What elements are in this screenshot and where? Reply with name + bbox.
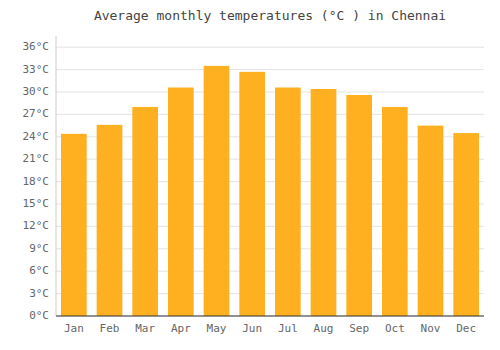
- x-tick-label: Feb: [100, 322, 120, 335]
- x-tick-label: Mar: [135, 322, 155, 335]
- x-tick-label: Jul: [278, 322, 298, 335]
- x-tick-label: Oct: [385, 322, 405, 335]
- y-tick-label: 30°C: [23, 85, 50, 98]
- bar: [453, 133, 479, 316]
- grid-line: [56, 47, 484, 48]
- title: Average monthly temperatures (°C ) in Ch…: [94, 8, 446, 23]
- x-tick-label: May: [207, 322, 227, 335]
- x-tick-label: Nov: [421, 322, 441, 335]
- bars: [61, 66, 479, 316]
- x-axis: Jan Feb Mar Apr May Jun Jul Aug Sep Oct Nov Dec: [56, 316, 484, 335]
- grid-line: [56, 92, 484, 93]
- y-tick-label: 21°C: [23, 152, 50, 165]
- bar: [346, 95, 372, 316]
- x-axis-line: [56, 315, 484, 316]
- bar: [311, 89, 337, 316]
- bar: [97, 125, 123, 316]
- bar: [204, 66, 230, 316]
- bar: [168, 88, 194, 316]
- y-tick-label: 18°C: [23, 175, 50, 188]
- y-tick-label: 3°C: [29, 287, 49, 300]
- y-tick-label: 24°C: [23, 130, 50, 143]
- bar: [382, 107, 408, 316]
- bar: [418, 126, 444, 316]
- y-tick-label: 15°C: [23, 197, 50, 210]
- y-axis: 0°C 3°C 6°C 9°C 12°C 15°C 18°C 21°C 24°C 27°C 30°C…: [23, 40, 50, 322]
- x-tick-label: Jun: [242, 322, 262, 335]
- y-tick-label: 0°C: [29, 309, 49, 322]
- grid-line: [56, 69, 484, 70]
- grid-line: [56, 114, 484, 115]
- y-tick-label: 12°C: [23, 219, 50, 232]
- page: {"chart_data": {"type": "bar", "title": …: [0, 0, 500, 350]
- x-tick-label: Dec: [456, 322, 476, 335]
- bar: [132, 107, 158, 316]
- x-tick-label: Jan: [64, 322, 84, 335]
- bar: [275, 88, 301, 316]
- y-tick-label: 33°C: [23, 63, 50, 76]
- grid-line: [56, 316, 484, 317]
- x-tick-label: Aug: [314, 322, 334, 335]
- bar: [239, 72, 265, 316]
- bar: [61, 134, 87, 316]
- y-tick-label: 27°C: [23, 107, 50, 120]
- y-axis-line: [56, 36, 57, 316]
- y-tick-label: 36°C: [23, 40, 50, 53]
- y-tick-label: 6°C: [29, 264, 49, 277]
- grid: [56, 47, 484, 316]
- x-tick-label: Sep: [349, 322, 369, 335]
- x-tick-label: Apr: [171, 322, 191, 335]
- chart: 0°C 3°C 6°C 9°C 12°C 15°C 18°C 21°C 24°C 27°C 30°C…: [0, 0, 500, 350]
- y-tick-label: 9°C: [29, 242, 49, 255]
